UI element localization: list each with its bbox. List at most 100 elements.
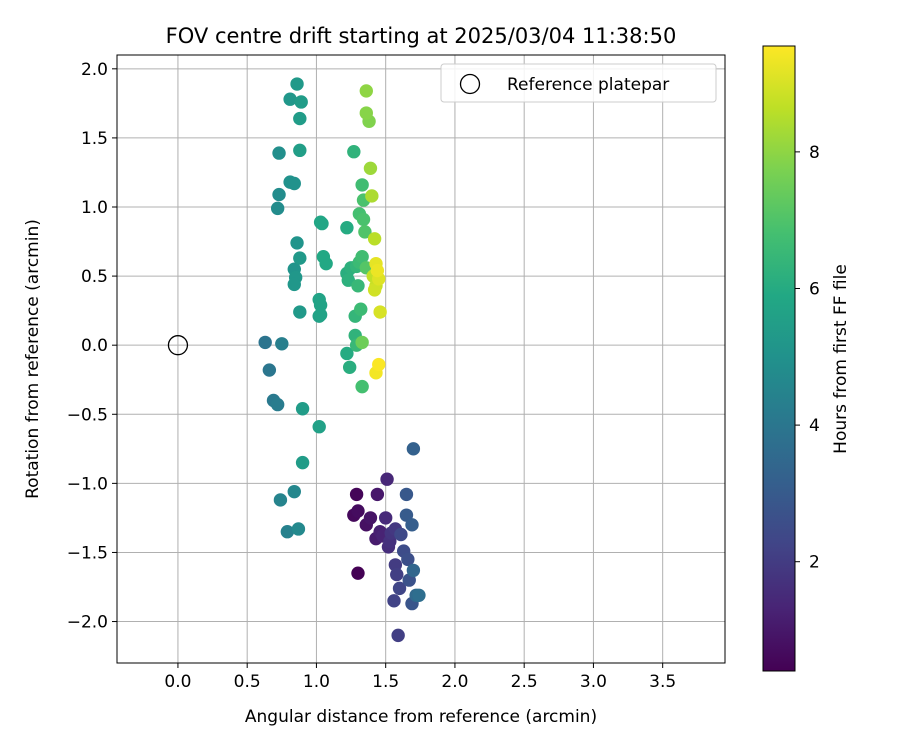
data-point (358, 225, 372, 239)
y-tick-label: −2.0 (67, 613, 108, 633)
y-tick-label: −0.5 (67, 405, 108, 425)
data-point (355, 335, 369, 350)
data-point (355, 250, 369, 264)
data-point (380, 472, 394, 486)
data-point (391, 628, 405, 643)
data-point (378, 511, 393, 525)
chart-title: FOV centre drift starting at 2025/03/04 … (166, 24, 677, 48)
data-point (272, 187, 286, 202)
data-point (359, 84, 373, 98)
colorbar-tick-label: 4 (809, 416, 820, 436)
y-tick-label: 0.5 (81, 267, 108, 287)
data-point (272, 146, 286, 160)
data-point (406, 563, 421, 578)
data-point (392, 581, 407, 596)
data-point (287, 176, 301, 191)
data-point (313, 308, 328, 322)
data-point (363, 511, 378, 525)
y-tick-label: 1.5 (81, 129, 108, 149)
data-point (351, 566, 365, 580)
data-point (355, 379, 369, 394)
colorbar-tick-label: 6 (809, 279, 820, 299)
data-point (394, 527, 408, 542)
legend-box (440, 63, 717, 103)
data-point (406, 442, 421, 456)
data-point (258, 335, 272, 350)
y-axis-ticks: 2.0 1.5 1.0 0.5 0.0 −0.5 −1.0 −1.5 −2.0 (67, 60, 117, 633)
data-point (351, 279, 365, 293)
data-point (287, 484, 301, 499)
colorbar-ticks: 2 4 6 8 (795, 143, 820, 573)
data-point (295, 402, 310, 416)
x-tick-label: 2.0 (441, 672, 468, 692)
data-point (412, 588, 426, 602)
y-axis-label: Rotation from reference (arcmin) (23, 219, 43, 499)
data-point (363, 161, 378, 176)
data-point (365, 189, 379, 203)
plot-frame (116, 54, 726, 664)
data-point (293, 305, 307, 319)
data-point (372, 357, 386, 372)
data-point (370, 263, 385, 278)
data-point (291, 522, 306, 536)
data-point (290, 236, 304, 250)
data-point (359, 106, 373, 120)
y-tick-label: 2.0 (81, 60, 108, 80)
data-point (349, 487, 364, 502)
data-point (373, 305, 387, 319)
data-point (347, 145, 361, 159)
y-tick-label: 0.0 (81, 336, 108, 356)
data-point (294, 95, 308, 109)
data-points (258, 77, 426, 643)
data-point (293, 111, 307, 126)
data-point (355, 178, 369, 192)
colorbar-label: Hours from first FF file (831, 264, 851, 454)
colorbar-tick-label: 8 (809, 143, 820, 163)
data-point (341, 273, 355, 287)
legend: Reference platepar (440, 63, 717, 103)
data-point (295, 455, 310, 470)
x-tick-label: 3.0 (580, 672, 607, 692)
reference-platepar-marker (167, 335, 189, 356)
data-point (370, 487, 385, 502)
x-tick-label: 0.5 (234, 672, 261, 692)
data-point (319, 256, 333, 271)
data-point (405, 518, 419, 532)
colorbar-tick-label: 2 (809, 553, 820, 573)
x-tick-label: 0.0 (164, 672, 191, 692)
data-point (270, 201, 285, 216)
data-point (399, 487, 414, 502)
data-point (280, 525, 295, 539)
y-tick-label: −1.0 (67, 474, 108, 494)
colorbar: 2 4 6 8 Hours from first FF file (762, 45, 851, 672)
data-point (390, 567, 404, 582)
data-point (340, 346, 354, 361)
x-tick-label: 2.5 (511, 672, 538, 692)
data-point (313, 298, 328, 312)
colorbar-frame (762, 45, 796, 672)
data-point (315, 216, 329, 231)
x-tick-label: 1.0 (303, 672, 330, 692)
reference-marker-layer (167, 335, 189, 356)
data-point (387, 594, 401, 608)
data-point (367, 283, 382, 297)
data-point (293, 143, 307, 158)
data-point (293, 251, 307, 265)
y-tick-label: −1.5 (67, 543, 108, 563)
grid-lines (117, 55, 725, 663)
data-point (275, 337, 289, 351)
x-tick-label: 1.5 (372, 672, 399, 692)
data-point (342, 360, 357, 374)
data-point (354, 302, 368, 316)
data-point (273, 493, 288, 507)
data-point (312, 420, 326, 434)
data-point (270, 397, 285, 412)
data-point (287, 277, 301, 292)
x-axis-ticks: 0.0 0.5 1.0 1.5 2.0 2.5 3.0 3.5 (164, 663, 676, 692)
colorbar-gradient (763, 46, 795, 671)
x-tick-label: 3.5 (649, 672, 676, 692)
data-point (290, 77, 304, 91)
data-point (262, 363, 277, 377)
data-point (367, 232, 382, 246)
